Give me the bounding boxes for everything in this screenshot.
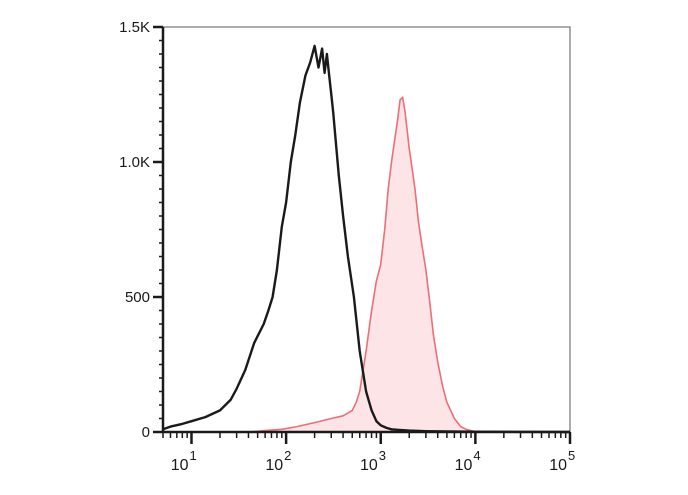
x-tick-label: 10 [455, 457, 473, 474]
x-tick-exponent: 2 [284, 448, 291, 463]
x-tick-label: 10 [171, 457, 189, 474]
y-tick-label: 500 [125, 289, 150, 306]
x-tick-label: 10 [265, 457, 283, 474]
x-tick-exponent: 1 [189, 448, 196, 463]
x-tick-label: 10 [549, 457, 567, 474]
series-layer [162, 44, 571, 434]
series-2-line [248, 96, 571, 433]
x-tick-exponent: 3 [379, 448, 386, 463]
x-tick-exponent: 5 [568, 448, 575, 463]
y-tick-label: 1.5K [119, 19, 150, 36]
y-tick-label: 0 [142, 424, 150, 441]
x-tick-exponent: 4 [473, 448, 480, 463]
y-axis: 0 500 1.0K 1.5K [119, 19, 163, 441]
series-1-line [162, 44, 571, 434]
x-tick-label: 10 [360, 457, 378, 474]
series-2-area [248, 97, 570, 432]
y-tick-label: 1.0K [119, 154, 150, 171]
